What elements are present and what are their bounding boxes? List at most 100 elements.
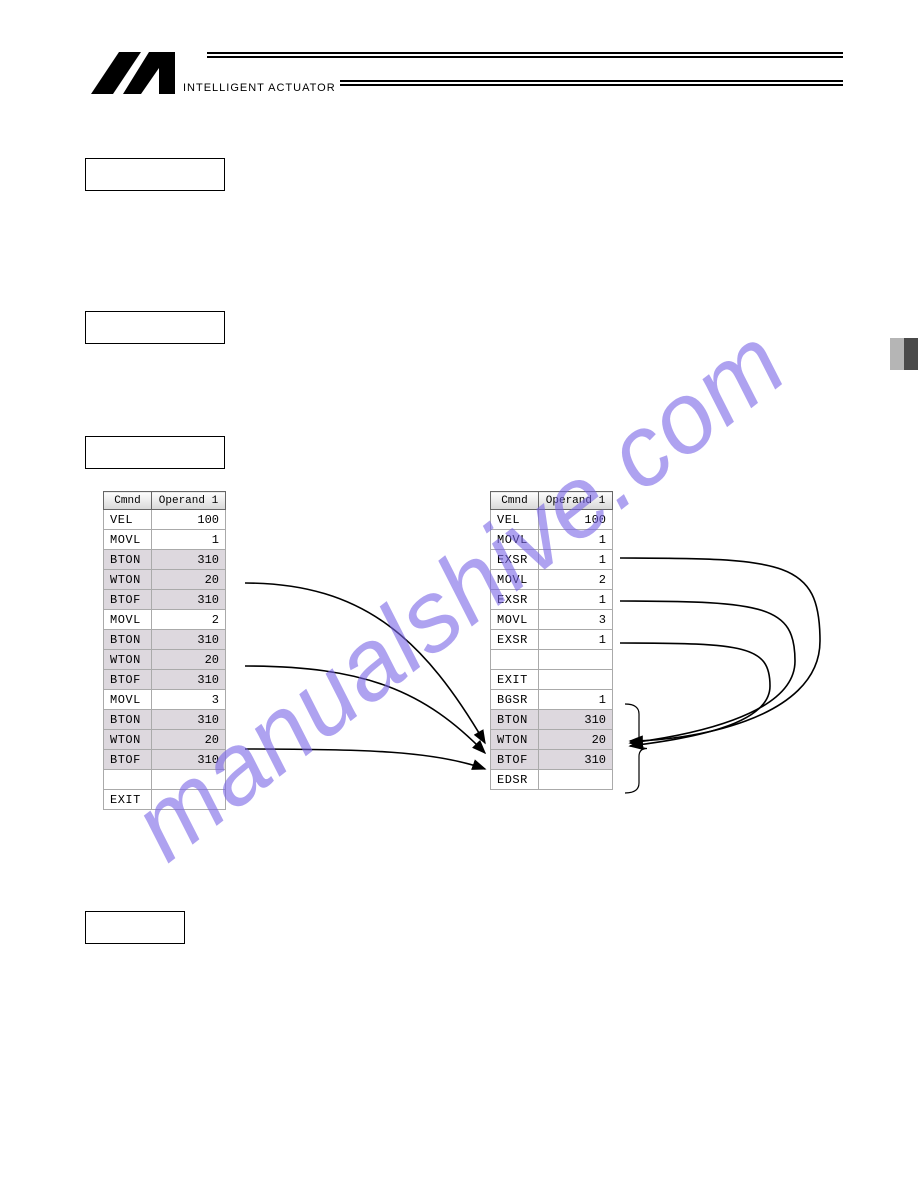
table-row: MOVL2 bbox=[491, 570, 613, 590]
program-diagram: Cmnd Operand 1 VEL100MOVL1BTON310WTON20B… bbox=[85, 491, 843, 861]
cell-operand: 310 bbox=[539, 750, 613, 770]
cell-cmd: BGSR bbox=[491, 690, 539, 710]
table-row bbox=[491, 650, 613, 670]
section-4 bbox=[85, 911, 843, 944]
cell-operand: 310 bbox=[152, 630, 226, 650]
cell-cmd: EXSR bbox=[491, 550, 539, 570]
table-row: BGSR1 bbox=[491, 690, 613, 710]
cell-operand bbox=[152, 770, 226, 790]
th-operand: Operand 1 bbox=[539, 492, 613, 510]
side-tab bbox=[890, 338, 918, 370]
cell-cmd: BTON bbox=[104, 630, 152, 650]
cell-cmd: MOVL bbox=[491, 610, 539, 630]
cell-operand: 3 bbox=[539, 610, 613, 630]
th-cmd: Cmnd bbox=[104, 492, 152, 510]
table-row: EXSR1 bbox=[491, 630, 613, 650]
logo-area: INTELLIGENT ACTUATOR bbox=[85, 50, 336, 96]
table-row: MOVL1 bbox=[104, 530, 226, 550]
th-cmd: Cmnd bbox=[491, 492, 539, 510]
program-table-right: Cmnd Operand 1 VEL100MOVL1EXSR1MOVL2EXSR… bbox=[490, 491, 613, 790]
cell-operand: 1 bbox=[539, 590, 613, 610]
cell-operand: 310 bbox=[152, 670, 226, 690]
cell-operand: 3 bbox=[152, 690, 226, 710]
cell-operand: 310 bbox=[539, 710, 613, 730]
cell-cmd: BTON bbox=[104, 710, 152, 730]
cell-cmd: MOVL bbox=[104, 530, 152, 550]
table-row: BTON310 bbox=[104, 710, 226, 730]
cell-cmd: BTOF bbox=[104, 750, 152, 770]
cell-operand: 1 bbox=[539, 530, 613, 550]
cell-operand bbox=[539, 670, 613, 690]
table-row: BTON310 bbox=[491, 710, 613, 730]
cell-cmd: WTON bbox=[104, 650, 152, 670]
section-title-4 bbox=[85, 911, 185, 944]
section-title-3 bbox=[85, 436, 225, 469]
cell-operand: 20 bbox=[152, 570, 226, 590]
cell-cmd: MOVL bbox=[491, 570, 539, 590]
cell-operand: 1 bbox=[539, 630, 613, 650]
table-row: EDSR bbox=[491, 770, 613, 790]
cell-cmd: EXSR bbox=[491, 630, 539, 650]
cell-operand: 1 bbox=[539, 550, 613, 570]
cell-cmd: WTON bbox=[104, 730, 152, 750]
table-row: VEL100 bbox=[491, 510, 613, 530]
cell-cmd bbox=[491, 650, 539, 670]
cell-operand bbox=[539, 770, 613, 790]
cell-operand: 20 bbox=[152, 730, 226, 750]
cell-cmd bbox=[104, 770, 152, 790]
table-row: BTOF310 bbox=[104, 590, 226, 610]
cell-operand: 310 bbox=[152, 750, 226, 770]
table-row: BTON310 bbox=[104, 550, 226, 570]
section-3: Cmnd Operand 1 VEL100MOVL1BTON310WTON20B… bbox=[85, 436, 843, 861]
cell-operand: 20 bbox=[152, 650, 226, 670]
cell-operand: 1 bbox=[152, 530, 226, 550]
cell-cmd: EXIT bbox=[104, 790, 152, 810]
cell-operand: 310 bbox=[152, 590, 226, 610]
table-row: WTON20 bbox=[104, 570, 226, 590]
cell-cmd: VEL bbox=[491, 510, 539, 530]
table-row: MOVL3 bbox=[104, 690, 226, 710]
table-row: BTON310 bbox=[104, 630, 226, 650]
cell-operand: 310 bbox=[152, 710, 226, 730]
program-table-left: Cmnd Operand 1 VEL100MOVL1BTON310WTON20B… bbox=[103, 491, 226, 810]
cell-cmd: WTON bbox=[104, 570, 152, 590]
table-row: WTON20 bbox=[491, 730, 613, 750]
cell-operand: 2 bbox=[539, 570, 613, 590]
cell-operand bbox=[539, 650, 613, 670]
table-row: WTON20 bbox=[104, 650, 226, 670]
cell-operand: 20 bbox=[539, 730, 613, 750]
section-title-2 bbox=[85, 311, 225, 344]
table-row: EXSR1 bbox=[491, 550, 613, 570]
table-row: WTON20 bbox=[104, 730, 226, 750]
section-title-1 bbox=[85, 158, 225, 191]
cell-cmd: EXSR bbox=[491, 590, 539, 610]
section-1 bbox=[85, 158, 843, 191]
cell-operand: 310 bbox=[152, 550, 226, 570]
cell-cmd: MOVL bbox=[104, 610, 152, 630]
cell-cmd: EXIT bbox=[491, 670, 539, 690]
section-2 bbox=[85, 311, 843, 344]
page-header: INTELLIGENT ACTUATOR bbox=[85, 50, 843, 110]
cell-cmd: BTON bbox=[104, 550, 152, 570]
cell-operand bbox=[152, 790, 226, 810]
table-row: MOVL2 bbox=[104, 610, 226, 630]
table-row bbox=[104, 770, 226, 790]
cell-cmd: MOVL bbox=[491, 530, 539, 550]
cell-cmd: BTOF bbox=[104, 670, 152, 690]
cell-cmd: BTOF bbox=[104, 590, 152, 610]
table-row: EXIT bbox=[104, 790, 226, 810]
brand-logo-icon bbox=[85, 50, 177, 96]
cell-cmd: WTON bbox=[491, 730, 539, 750]
th-operand: Operand 1 bbox=[152, 492, 226, 510]
cell-operand: 100 bbox=[539, 510, 613, 530]
table-row: EXIT bbox=[491, 670, 613, 690]
table-row: BTOF310 bbox=[104, 670, 226, 690]
cell-cmd: MOVL bbox=[104, 690, 152, 710]
cell-cmd: VEL bbox=[104, 510, 152, 530]
cell-cmd: EDSR bbox=[491, 770, 539, 790]
table-row: VEL100 bbox=[104, 510, 226, 530]
cell-operand: 2 bbox=[152, 610, 226, 630]
cell-operand: 100 bbox=[152, 510, 226, 530]
table-row: EXSR1 bbox=[491, 590, 613, 610]
table-row: MOVL1 bbox=[491, 530, 613, 550]
